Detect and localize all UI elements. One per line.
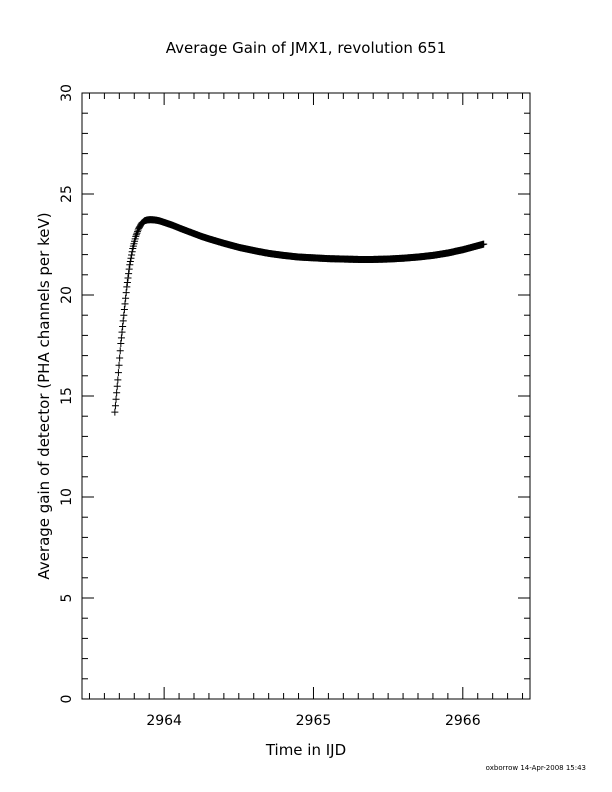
data-point [480, 240, 488, 248]
data-point-interpolated [117, 334, 125, 342]
chart-title: Average Gain of JMX1, revolution 651 [166, 39, 447, 57]
x-tick-label: 2965 [296, 713, 332, 729]
y-tick-label: 20 [59, 286, 75, 304]
data-point-interpolated [118, 328, 126, 336]
y-axis-label: Average gain of detector (PHA channels p… [35, 212, 53, 579]
data-point-interpolated [122, 289, 130, 297]
data-point-interpolated [116, 347, 124, 355]
data-point-interpolated [112, 395, 120, 403]
data-point-interpolated [125, 270, 133, 278]
data-point-interpolated [119, 323, 127, 331]
y-tick-label: 10 [59, 488, 75, 506]
data-point-interpolated [119, 317, 127, 325]
tick-labels: 2964 2965 2966 0 5 10 15 20 25 30 [59, 84, 481, 729]
data-point-interpolated [124, 274, 132, 282]
x-tick-label: 2966 [445, 713, 481, 729]
data-point-interpolated [126, 257, 134, 265]
x-axis-label: Time in IJD [265, 741, 346, 759]
data-point [114, 376, 122, 384]
data-point-interpolated [113, 382, 121, 390]
data-point-interpolated [116, 354, 124, 362]
data-point [123, 283, 131, 291]
data-point-interpolated [127, 254, 135, 262]
data-point [120, 311, 128, 319]
data-point-interpolated [115, 361, 123, 369]
data-point [132, 232, 140, 240]
data-point-interpolated [111, 402, 119, 410]
data-point-interpolated [134, 228, 142, 236]
data-point-interpolated [128, 248, 136, 256]
data-point [117, 339, 125, 347]
y-tick-label: 25 [59, 185, 75, 203]
footer-stamp: oxborrow 14-Apr-2008 15:43 [486, 764, 586, 772]
plot-frame [81, 92, 531, 700]
data-point-interpolated [122, 294, 130, 302]
data-point-interpolated [113, 389, 121, 397]
data-point-interpolated [114, 369, 122, 377]
data-point-interpolated [125, 265, 133, 273]
y-tick-label: 30 [59, 84, 75, 102]
x-tick-label: 2964 [146, 713, 182, 729]
y-tick-label: 0 [59, 695, 75, 704]
y-tick-label: 5 [59, 594, 75, 603]
axis-ticks [82, 92, 530, 700]
data-series [111, 216, 488, 416]
data-point-interpolated [128, 251, 136, 259]
y-tick-label: 15 [59, 387, 75, 405]
data-point-interpolated [120, 306, 128, 314]
data-point [126, 261, 134, 269]
data-point-interpolated [132, 231, 140, 239]
data-point [111, 408, 119, 416]
data-point-interpolated [123, 278, 131, 286]
data-point-interpolated [121, 300, 129, 308]
data-point-interpolated [133, 229, 141, 237]
